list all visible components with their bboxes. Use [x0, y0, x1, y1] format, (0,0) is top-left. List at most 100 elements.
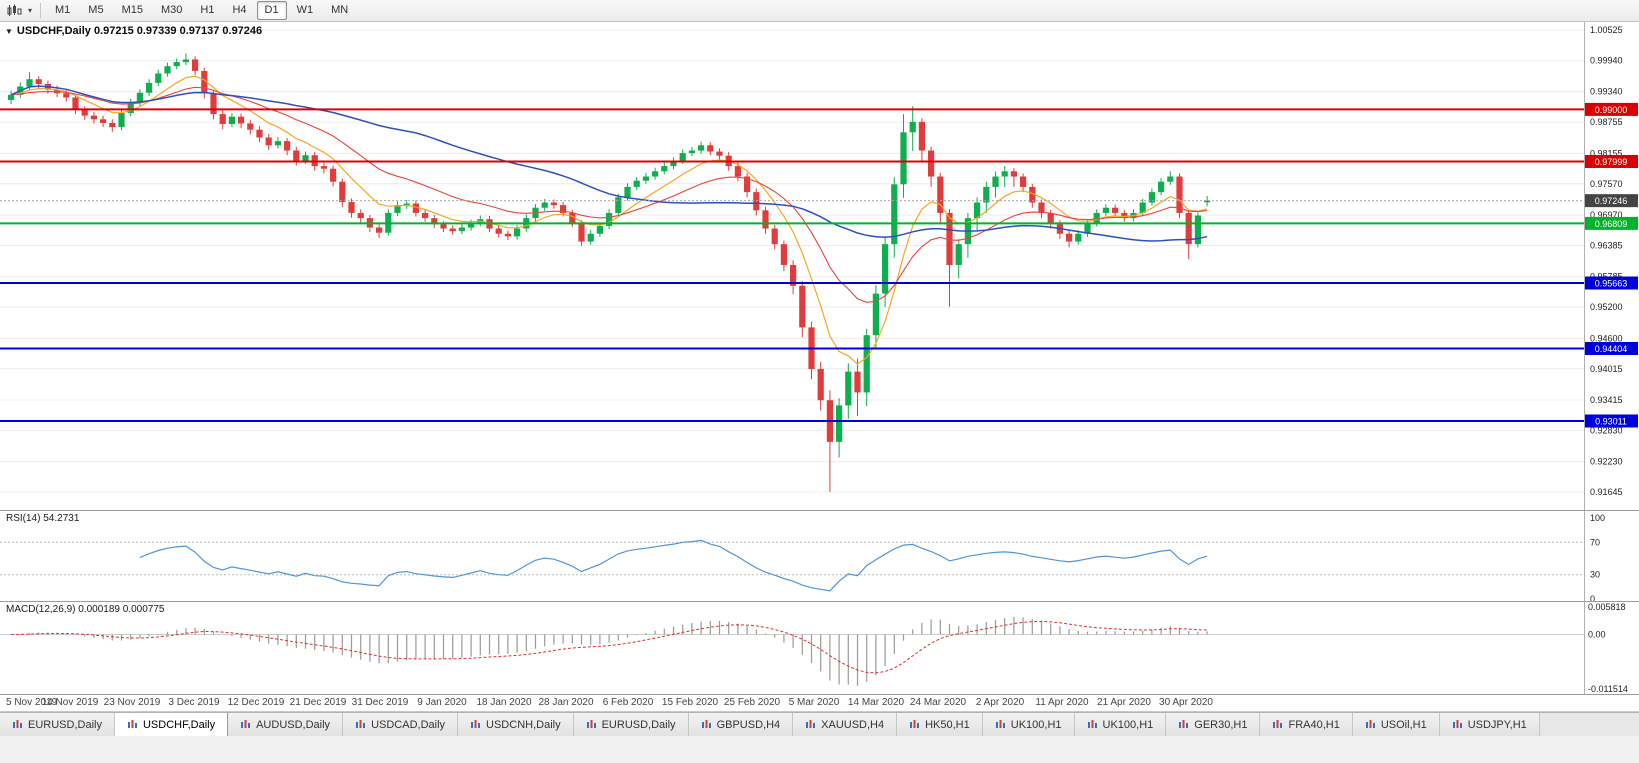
date-axis: 5 Nov 2019 14 Nov 2019 23 Nov 2019 3 Dec 20…: [0, 695, 1639, 712]
tab-chart-icon: [701, 720, 711, 728]
chart-title: ▼ USDCHF,Daily 0.97215 0.97339 0.97137 0…: [5, 25, 262, 37]
chart-tabs-bar: EURUSD,Daily USDCHF,Daily AUDUSD,Daily USDC…: [0, 712, 1639, 736]
tab-eurusd-daily[interactable]: EURUSD,Daily: [0, 713, 115, 736]
timeframe-group: M1 M5 M15 M30 H1 H4 D1 W1 MN: [46, 1, 357, 20]
tab-chart-icon: [1087, 720, 1097, 728]
ma-mid-line: [11, 86, 1208, 303]
tab-xauusd-h4[interactable]: XAUUSD,H4: [793, 713, 898, 736]
tab-chart-icon: [1273, 720, 1283, 728]
macd-histogram: [19, 617, 1208, 686]
macd-pane[interactable]: 0.005818 0.00 -0.011514 MACD(12,26,9) 0.00…: [0, 602, 1639, 695]
rsi-axis-labels: 100 70 30 0: [1590, 513, 1605, 601]
timeframe-button-H1[interactable]: H1: [200, 4, 215, 16]
tab-hk50-h1[interactable]: HK50,H1: [897, 713, 983, 736]
tab-label: XAUUSD,H4: [821, 718, 885, 731]
rsi-line: [139, 539, 1208, 592]
svg-text:100: 100: [1590, 513, 1605, 523]
collapse-triangle-icon[interactable]: ▼: [5, 26, 13, 36]
timeframe-button-D1[interactable]: D1: [256, 1, 287, 20]
svg-text:0.93415: 0.93415: [1590, 395, 1623, 405]
window-bottom-strip: [0, 736, 1639, 763]
tab-usdcnh-daily[interactable]: USDCNH,Daily: [458, 713, 574, 736]
tab-usdjpy-h1[interactable]: USDJPY,H1: [1439, 713, 1540, 736]
svg-text:0.94600: 0.94600: [1590, 333, 1623, 343]
date-label: 25 Feb 2020: [723, 697, 781, 708]
rsi-label: RSI(14) 54.2731: [6, 513, 80, 524]
tab-chart-icon: [1179, 720, 1189, 728]
date-label: 18 Jan 2020: [476, 697, 532, 708]
timeframe-button-W1[interactable]: W1: [296, 4, 314, 16]
date-label: 31 Dec 2019: [351, 697, 409, 708]
svg-text:70: 70: [1590, 537, 1600, 547]
date-label: 3 Dec 2019: [168, 697, 220, 708]
tab-label: UK100,H1: [1010, 718, 1062, 731]
tab-uk100-h1[interactable]: UK100,H1: [1074, 713, 1167, 736]
svg-text:0.95200: 0.95200: [1590, 302, 1623, 312]
date-label: 28 Jan 2020: [538, 697, 594, 708]
support-resistance-lines[interactable]: 0.99000 0.97999 0.96809 0.95663 0.94404 0.930…: [0, 102, 1638, 428]
macd-svg: 0.005818 0.00 -0.011514: [0, 602, 1628, 694]
timeframe-button-M30[interactable]: M30: [160, 4, 183, 16]
current-price-badge: 0.97246: [1585, 194, 1638, 208]
date-label: 14 Nov 2019: [41, 697, 99, 708]
rsi-svg: 100 70 30 0: [0, 511, 1605, 601]
tab-ger30-h1[interactable]: GER30,H1: [1166, 713, 1261, 736]
chart-title-text: USDCHF,Daily 0.97215 0.97339 0.97137 0.9…: [16, 25, 263, 37]
date-label: 21 Dec 2019: [289, 697, 347, 708]
tab-label: USDCAD,Daily: [371, 718, 446, 731]
tab-usoil-h1[interactable]: USOil,H1: [1352, 713, 1440, 736]
tab-usdchf-daily[interactable]: USDCHF,Daily: [114, 713, 229, 736]
chart-type-dropdown-caret-icon[interactable]: ▾: [28, 6, 33, 15]
tab-label: FRA40,H1: [1288, 718, 1340, 731]
tab-chart-icon: [910, 720, 920, 728]
timeframe-button-MN[interactable]: MN: [331, 4, 349, 16]
toolbar-separator: [40, 3, 42, 18]
price-chart-pane[interactable]: 1.00525 0.99940 0.99340 0.98755 0.98155 0.975…: [0, 22, 1639, 511]
date-label: 24 Mar 2020: [909, 697, 967, 708]
date-label: 9 Jan 2020: [417, 697, 467, 708]
tab-eurusd-daily[interactable]: EURUSD,Daily: [573, 713, 689, 736]
tab-chart-icon: [806, 720, 816, 728]
toolbar: ▾ M1 M5 M15 M30 H1 H4 D1 W1 MN: [0, 0, 1639, 22]
svg-text:0.99940: 0.99940: [1590, 55, 1623, 65]
tab-label: USDCNH,Daily: [486, 718, 561, 731]
timeframe-button-M1[interactable]: M1: [55, 4, 71, 16]
tab-chart-icon: [13, 720, 22, 728]
tab-label: USDJPY,H1: [1467, 718, 1527, 731]
tab-label: USOil,H1: [1380, 718, 1427, 731]
tab-gbpusd-h4[interactable]: GBPUSD,H4: [688, 713, 794, 736]
svg-text:30: 30: [1590, 570, 1600, 580]
date-label: 23 Nov 2019: [103, 697, 161, 708]
date-label: 6 Feb 2020: [602, 697, 654, 708]
rsi-pane[interactable]: 100 70 30 0 RSI(14) 54.2731: [0, 511, 1639, 602]
tab-uk100-h1[interactable]: UK100,H1: [982, 713, 1075, 736]
svg-text:0.94404: 0.94404: [1595, 344, 1628, 354]
tab-usdcad-daily[interactable]: USDCAD,Daily: [343, 713, 459, 736]
price-badge: [1585, 216, 1638, 230]
tab-label: USDCHF,Daily: [142, 718, 216, 731]
ma-slow-line: [10, 85, 1208, 242]
tab-fra40-h1[interactable]: FRA40,H1: [1260, 713, 1353, 736]
tab-chart-icon: [1365, 720, 1375, 728]
tab-label: HK50,H1: [925, 718, 970, 731]
svg-text:0.92830: 0.92830: [1590, 425, 1623, 435]
svg-text:0: 0: [1590, 594, 1595, 601]
svg-text:0.00: 0.00: [1588, 630, 1606, 640]
timeframe-button-M15[interactable]: M15: [121, 4, 143, 16]
chart-icon[interactable]: [4, 4, 25, 17]
chart-icon-glyph: [7, 4, 22, 16]
macd-signal-line: [11, 620, 1208, 674]
tab-chart-icon: [1452, 720, 1462, 728]
tab-label: AUDUSD,Daily: [256, 718, 331, 731]
candles-layer: [8, 53, 1211, 492]
price-badge: [1585, 342, 1638, 356]
svg-text:0.97570: 0.97570: [1590, 179, 1623, 189]
timeframe-button-H4[interactable]: H4: [232, 4, 247, 16]
date-label: 5 Nov 2019: [6, 697, 58, 708]
date-label: 21 Apr 2020: [1097, 697, 1151, 708]
tab-label: EURUSD,Daily: [601, 718, 676, 731]
tab-audusd-daily[interactable]: AUDUSD,Daily: [228, 713, 344, 736]
timeframe-button-M5[interactable]: M5: [88, 4, 104, 16]
macd-label: MACD(12,26,9) 0.000189 0.000775: [6, 604, 165, 615]
svg-text:-0.011514: -0.011514: [1588, 684, 1628, 694]
